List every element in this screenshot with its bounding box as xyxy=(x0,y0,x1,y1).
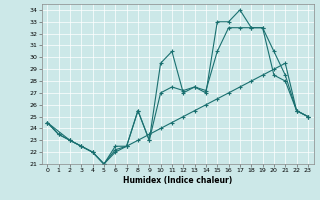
X-axis label: Humidex (Indice chaleur): Humidex (Indice chaleur) xyxy=(123,176,232,185)
